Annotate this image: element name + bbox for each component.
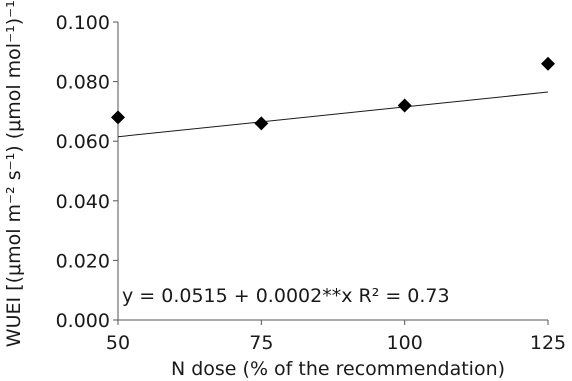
data-point — [541, 56, 555, 71]
y-tick-label: 0.100 — [56, 12, 110, 34]
y-tick-label: 0.000 — [56, 310, 110, 332]
x-axis-title: N dose (% of the recommendation) — [171, 358, 505, 380]
trendline — [117, 91, 549, 138]
y-tick-label: 0.080 — [56, 72, 110, 94]
y-tick-label: 0.020 — [56, 250, 110, 272]
y-tick-label: 0.060 — [56, 131, 110, 153]
y-tick-label: 0.040 — [56, 191, 110, 213]
x-tick-label: 125 — [530, 332, 566, 354]
data-point — [254, 116, 269, 131]
y-axis-title: WUEI [(μmol m⁻² s⁻¹) (μmol mol⁻¹)⁻¹] — [3, 0, 25, 347]
regression-equation: y = 0.0515 + 0.0002**x R² = 0.73 — [122, 285, 450, 307]
axes — [117, 22, 548, 321]
trendline-group — [117, 91, 549, 138]
data-point — [397, 98, 412, 113]
x-tick-label: 100 — [387, 332, 423, 354]
x-tick-label: 75 — [249, 332, 273, 354]
data-point — [111, 110, 125, 125]
data-points — [111, 56, 555, 131]
x-tick-label: 50 — [106, 332, 130, 354]
ticks: 0.000 0.020 0.040 0.060 0.080 0.100 50 75 100 125 — [56, 12, 567, 354]
